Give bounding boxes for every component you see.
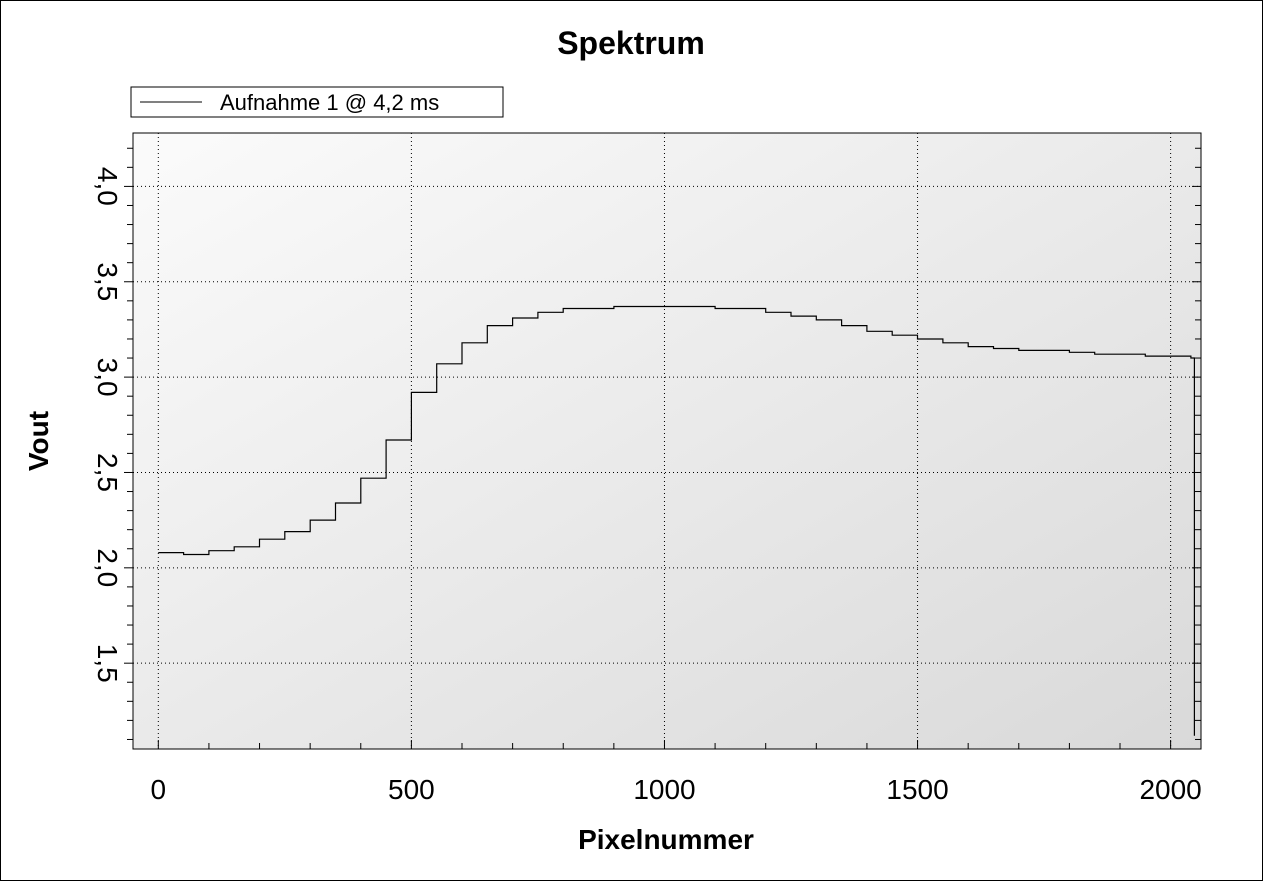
y-tick-label: 4,0 <box>92 167 123 206</box>
y-tick-label: 3,5 <box>92 262 123 301</box>
plot-area <box>132 132 1202 750</box>
legend: Aufnahme 1 @ 4,2 ms <box>130 86 504 118</box>
x-tick-label: 1500 <box>886 774 948 805</box>
y-tick-label: 3,0 <box>92 358 123 397</box>
axis-ticks <box>124 147 1201 749</box>
y-tick-label: 1,5 <box>92 644 123 683</box>
x-tick-labels: 0 500 1000 1500 2000 <box>151 774 1202 805</box>
x-tick-label: 2000 <box>1139 774 1201 805</box>
grid <box>133 133 1201 749</box>
x-tick-label: 1000 <box>633 774 695 805</box>
y-tick-label: 2,5 <box>92 453 123 492</box>
chart-title: Spektrum <box>557 25 705 61</box>
x-tick-label: 0 <box>151 774 167 805</box>
y-axis-label: Vout <box>23 411 54 471</box>
y-tick-label: 2,0 <box>92 548 123 587</box>
y-tick-labels: 1,5 2,0 2,5 3,0 3,5 4,0 <box>92 167 123 683</box>
x-axis-label: Pixelnummer <box>578 824 754 855</box>
series-layer <box>158 305 1195 736</box>
series-line <box>158 305 1195 736</box>
x-tick-label: 500 <box>388 774 435 805</box>
legend-label: Aufnahme 1 @ 4,2 ms <box>220 90 439 115</box>
